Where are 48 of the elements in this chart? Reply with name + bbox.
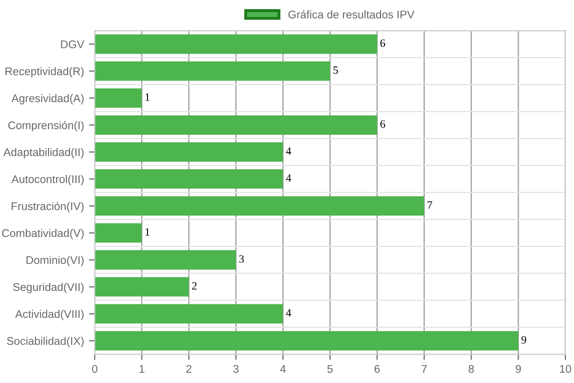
x-tick-label: 3: [233, 364, 239, 373]
y-tick-label: Sociabilidad(IX): [6, 336, 84, 348]
data-label: 9: [521, 336, 526, 344]
y-tick-label: DGV: [61, 40, 84, 48]
bar: [94, 169, 283, 189]
bar: [94, 61, 330, 81]
y-tick-label: Autocontrol(III): [11, 174, 84, 186]
data-label: 7: [428, 201, 432, 209]
x-tick-label: 0: [92, 364, 98, 373]
data-label: 3: [239, 255, 244, 263]
bar: [94, 34, 378, 54]
y-tick-label: Frustración(IV): [12, 202, 84, 212]
x-tick-label: 2: [186, 364, 192, 373]
bar: [94, 88, 142, 108]
data-label: 6: [380, 120, 386, 128]
data-label: 1: [146, 93, 150, 101]
y-tick-label: Seguridad(VII): [13, 282, 84, 294]
data-label: 4: [286, 147, 292, 155]
legend-label: Gráfica de resultados IPV: [288, 10, 414, 18]
bar: [94, 196, 424, 216]
x-tick-label: 6: [374, 364, 380, 373]
bar: [94, 223, 142, 243]
y-tick-label: Agresividad(A): [11, 94, 84, 104]
x-tick-label: 9: [516, 364, 521, 373]
data-label: 1: [146, 228, 150, 236]
x-tick-label: 7: [422, 365, 427, 373]
data-label: 6: [380, 39, 386, 47]
bar: [94, 331, 518, 350]
data-label: 5: [333, 66, 338, 74]
y-tick-label: Adaptabilidad(II): [3, 148, 84, 158]
bar: [94, 115, 378, 135]
x-tick-label: 4: [280, 365, 286, 373]
x-tick-label: 10: [560, 364, 572, 373]
bar: [94, 250, 236, 270]
y-tick-label: Dominio(VI): [26, 256, 84, 266]
x-tick-label: 1: [140, 365, 144, 373]
y-tick-label: Comprensión(I): [8, 120, 84, 132]
bar: [94, 142, 283, 162]
x-tick-label: 8: [468, 364, 474, 373]
y-tick-label: Combatividad(V): [2, 228, 84, 240]
bar: [94, 304, 283, 324]
bar: [94, 277, 189, 297]
y-tick-label: Actividad(VIII): [15, 310, 84, 320]
data-label: 4: [286, 174, 292, 182]
x-tick-label: 5: [327, 365, 333, 373]
data-label: 4: [286, 309, 292, 316]
data-label: 2: [192, 282, 197, 290]
y-tick-label: Receptividad(R): [6, 67, 84, 78]
